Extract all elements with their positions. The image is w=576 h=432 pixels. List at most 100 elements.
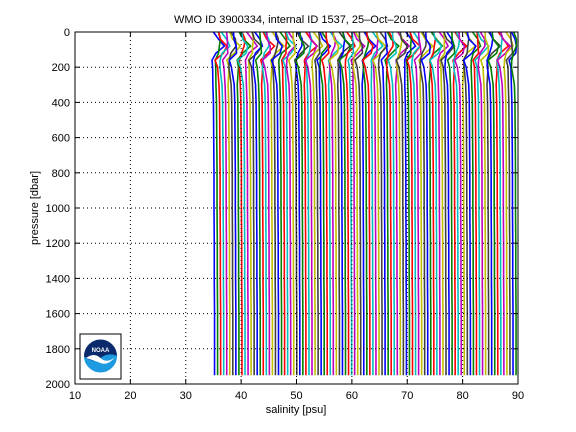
salinity-profile-line [269,31,286,376]
salinity-profile-line [214,31,222,376]
noaa-logo: NOAA [79,333,122,380]
salinity-profile-line [352,31,362,376]
y-tick-label: 200 [52,62,70,74]
salinity-profile-line [338,31,353,376]
ticks-layer: 10 20 30 40 50 60 70 80 90 0 200 400 600 800 1000 1200 1… [46,27,525,402]
salinity-profile-line [444,31,454,376]
salinity-profile-line [410,31,421,376]
salinity-profile-line [387,31,397,376]
salinity-profile-line [362,31,370,376]
salinity-profile-line [508,31,518,376]
x-tick-label: 30 [180,390,192,402]
salinity-profile-line [380,31,389,376]
salinity-profile-line [261,31,270,376]
salinity-profile-line [486,31,494,376]
x-tick-label: 90 [512,390,524,402]
y-tick-label: 600 [52,133,70,145]
salinity-profile-line [270,31,284,376]
y-tick-label: 0 [64,27,70,39]
salinity-profile-line [479,31,490,376]
salinity-profile-line [405,31,413,376]
salinity-profile-line [503,31,514,376]
profiles-layer [211,31,518,376]
salinity-profile-line [370,31,384,376]
salinity-profile-line [228,31,238,376]
noaa-logo-ring [83,338,118,374]
salinity-profile-line [461,31,477,376]
x-tick-label: 50 [290,390,302,402]
y-tick-label: 1400 [46,273,70,285]
salinity-profile-line [510,31,518,376]
noaa-logo-bird [86,355,115,364]
salinity-profile-line [495,31,510,376]
salinity-profile-line [328,31,337,376]
salinity-profile-line [228,31,237,376]
chart-title: WMO ID 3900334, internal ID 1537, 25–Oct… [174,14,418,26]
salinity-profile-line [419,31,428,376]
salinity-profile-line [320,31,330,376]
salinity-profile-line [446,31,456,376]
salinity-profile-line [438,31,446,376]
salinity-profile-line [429,31,437,376]
salinity-profile-line [462,31,470,376]
salinity-profile-line [285,31,296,376]
salinity-profile-line [429,31,443,376]
x-tick-label: 60 [346,390,358,402]
salinity-profile-line [316,31,332,376]
salinity-profile-line [394,31,411,376]
salinity-profile-line [452,31,468,376]
salinity-profile-line [225,31,242,376]
y-tick-label: 1200 [46,238,70,250]
x-axis-title: salinity [psu] [266,404,327,416]
y-axis-title: pressure [dbar] [29,171,41,245]
x-tick-label: 40 [235,390,247,402]
salinity-profile-line [311,31,324,376]
salinity-profile-line [314,31,321,376]
salinity-profile-line [486,31,502,376]
salinity-profile-line [395,31,403,376]
salinity-profile-line [385,31,394,376]
salinity-profile-line [280,31,288,376]
salinity-profile-line [344,31,356,376]
y-tick-label: 2000 [46,379,70,391]
salinity-profile-line [395,31,409,376]
salinity-profile-line [420,31,432,376]
salinity-profile-line [211,31,226,376]
x-tick-label: 70 [401,390,413,402]
salinity-profile-line [472,31,480,376]
salinity-profile-line [372,31,379,376]
salinity-profile-line [477,31,486,376]
salinity-profile-line [452,31,461,376]
salinity-profile-line [247,31,255,376]
salinity-profile-line [295,31,303,376]
y-tick-label: 1600 [46,309,70,321]
salinity-profile-line [377,31,389,376]
salinity-profile-line [236,31,249,376]
salinity-profile-line [440,31,456,376]
salinity-profile-line [354,31,364,376]
salinity-profile-line [294,31,306,376]
salinity-profile-line [252,31,264,376]
salinity-profile-line [413,31,422,376]
salinity-profile-line [259,31,276,376]
salinity-profile-line [272,31,280,376]
salinity-profile-line [304,31,318,376]
salinity-profile-line [474,31,490,376]
x-tick-label: 80 [457,390,469,402]
salinity-profile-line [496,31,503,376]
salinity-profile-line [287,31,296,376]
salinity-profile-line [428,31,444,376]
salinity-profile-line [470,31,482,376]
salinity-profile-line [338,31,346,376]
salinity-profile-line [453,31,466,376]
salinity-profile-line [282,31,297,376]
salinity-profile-line [319,31,329,376]
salinity-profile-line [303,31,319,376]
salinity-profile-line [336,31,352,376]
salinity-profile-line [462,31,477,376]
salinity-profile-line [219,31,231,376]
salinity-profile-line [221,31,229,376]
salinity-profile-line [261,31,272,376]
